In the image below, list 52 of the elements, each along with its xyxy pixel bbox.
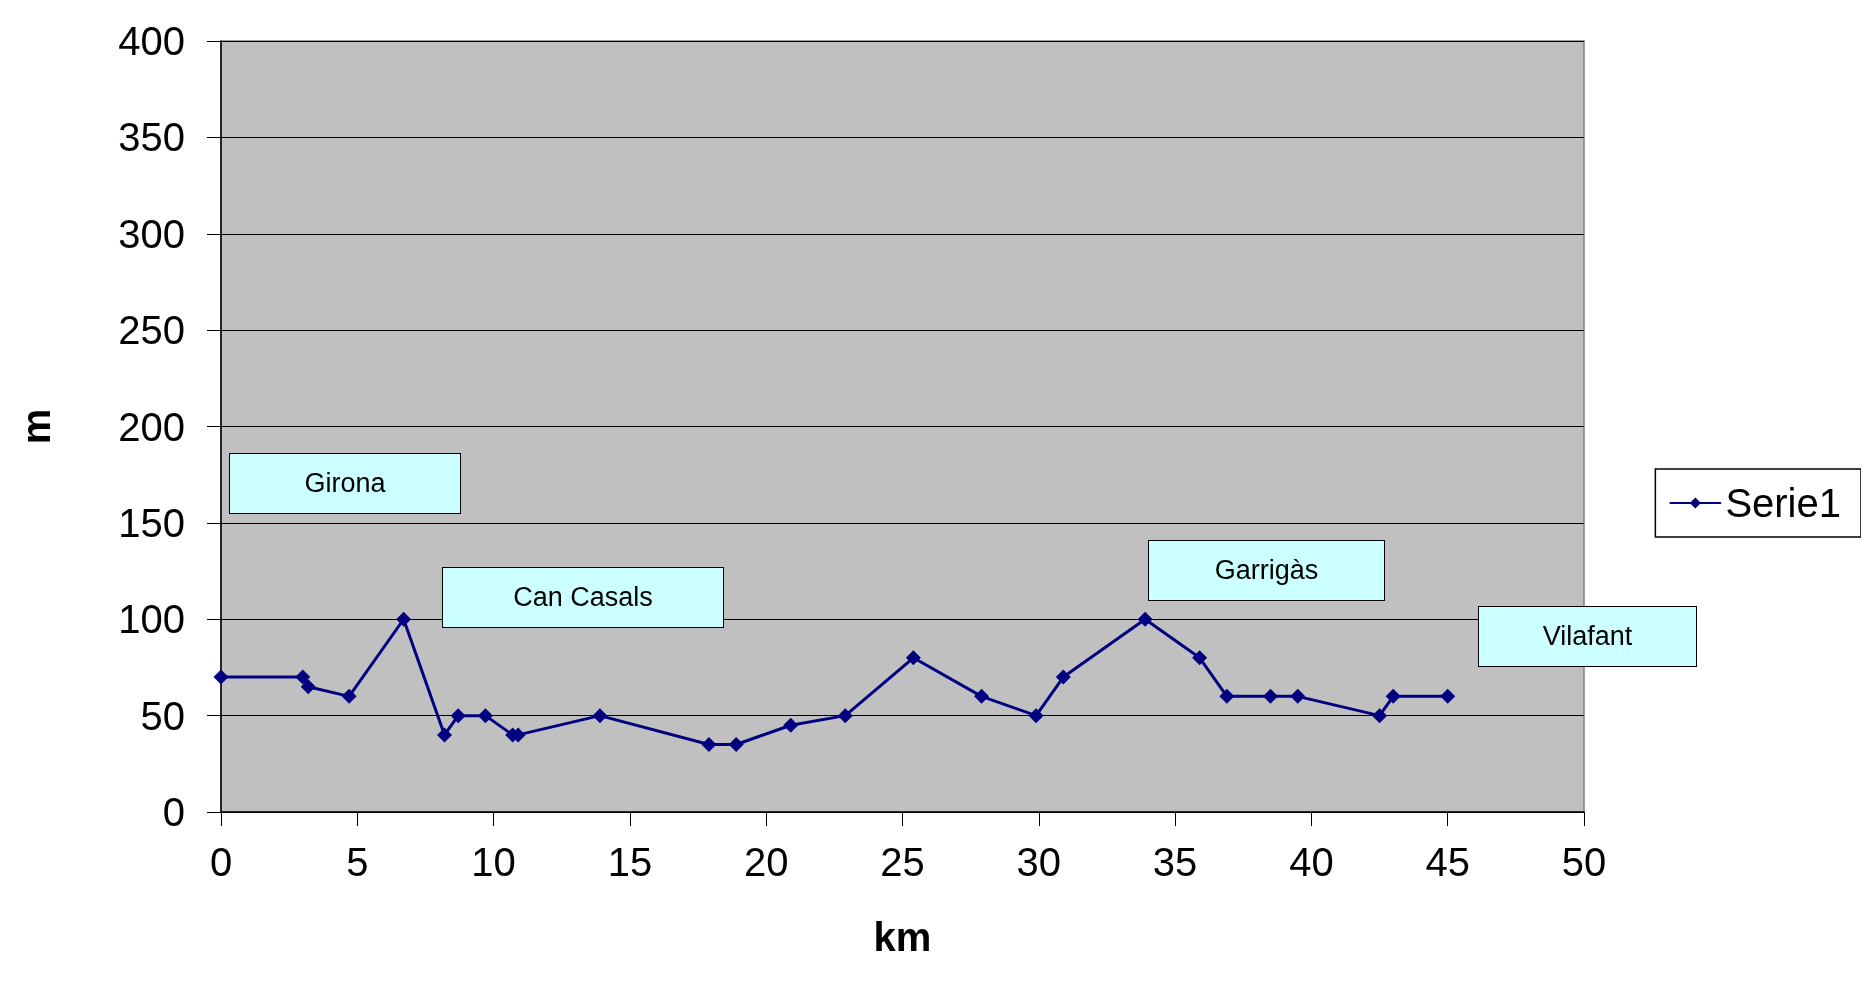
point bbox=[295, 669, 311, 685]
point bbox=[300, 679, 316, 695]
point bbox=[1219, 688, 1235, 704]
label-box: Girona bbox=[229, 453, 461, 514]
point bbox=[1372, 708, 1388, 724]
point bbox=[1263, 688, 1279, 704]
y-tick-label: 100 bbox=[118, 597, 185, 642]
y-tick-label: 300 bbox=[118, 211, 185, 256]
point bbox=[592, 708, 608, 724]
y-tick-label: 50 bbox=[140, 693, 185, 738]
x-tick-label: 45 bbox=[1425, 840, 1470, 884]
legend-label: Serie1 bbox=[1725, 481, 1841, 525]
point bbox=[1192, 650, 1208, 666]
x-tick-label: 5 bbox=[346, 840, 369, 884]
x-tick-label: 30 bbox=[1016, 840, 1062, 884]
y-axis-title: m bbox=[14, 408, 58, 445]
point bbox=[837, 708, 853, 724]
point bbox=[1385, 688, 1401, 704]
point bbox=[1028, 708, 1044, 724]
point bbox=[1440, 688, 1456, 704]
y-tick-label: 200 bbox=[118, 404, 185, 449]
x-tick-label: 40 bbox=[1289, 840, 1334, 884]
x-tick-label: 0 bbox=[209, 840, 233, 884]
point bbox=[1290, 688, 1306, 704]
x-tick-label: 50 bbox=[1561, 840, 1607, 884]
point bbox=[437, 727, 453, 743]
x-axis-title: km bbox=[873, 915, 932, 959]
y-tick-label: 150 bbox=[118, 500, 185, 545]
point bbox=[213, 669, 229, 685]
point bbox=[450, 708, 466, 724]
point bbox=[728, 737, 744, 753]
x-tick-label: 25 bbox=[880, 840, 925, 884]
point bbox=[905, 650, 921, 666]
point bbox=[1055, 669, 1071, 685]
point bbox=[396, 611, 412, 627]
x-tick-label: 10 bbox=[471, 840, 516, 884]
y-tick-label: 350 bbox=[118, 115, 185, 160]
point bbox=[701, 737, 717, 753]
label-box: Can Casals bbox=[442, 567, 724, 628]
x-tick-label: 15 bbox=[607, 840, 653, 884]
label-box: Garrigàs bbox=[1148, 540, 1385, 601]
y-tick-label: 0 bbox=[162, 790, 185, 834]
x-tick-label: 20 bbox=[743, 840, 789, 884]
point bbox=[477, 708, 493, 724]
label-box: Vilafant bbox=[1478, 606, 1697, 667]
y-tick-label: 250 bbox=[118, 308, 185, 353]
point bbox=[783, 717, 799, 733]
point bbox=[974, 688, 990, 704]
x-tick-label: 35 bbox=[1152, 840, 1198, 884]
y-tick-label: 400 bbox=[118, 19, 185, 63]
point bbox=[341, 688, 357, 704]
point bbox=[1137, 611, 1153, 627]
